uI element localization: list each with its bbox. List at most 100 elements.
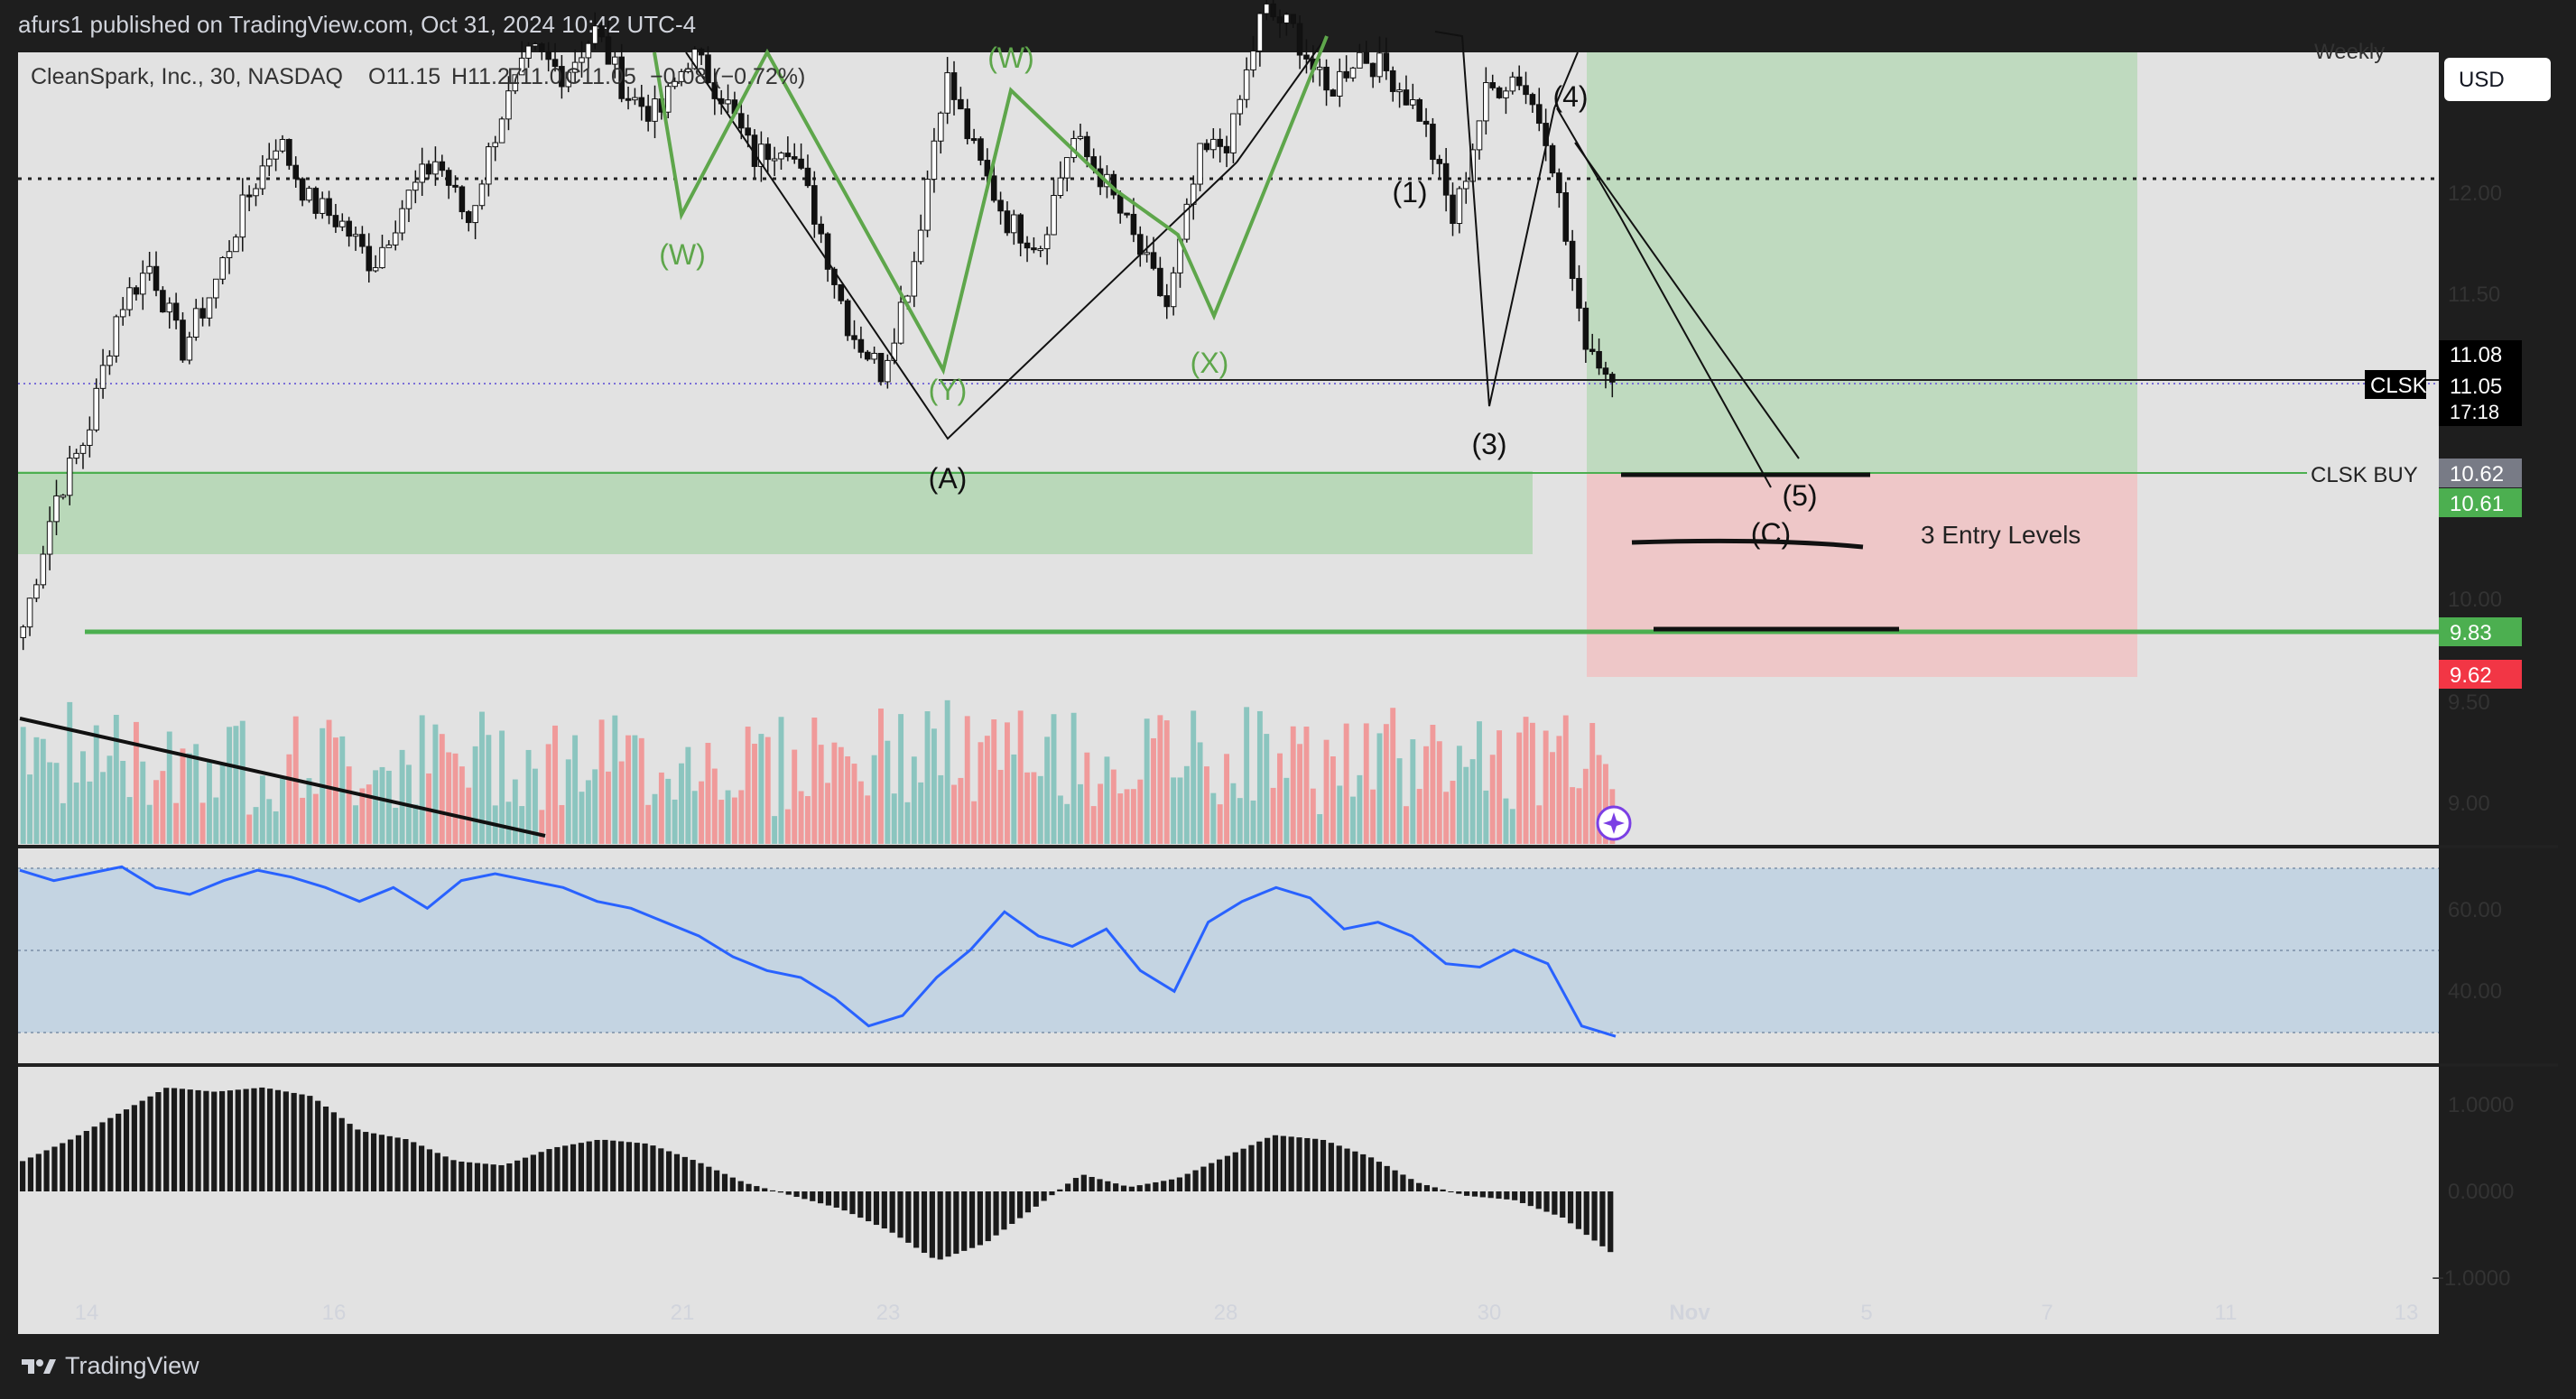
volume-bar: [911, 756, 917, 844]
footer: TradingView: [0, 1336, 2576, 1399]
volume-bar: [246, 814, 253, 844]
volume-bar: [1031, 772, 1037, 844]
volume-bar: [1024, 772, 1030, 844]
candle-body: [944, 72, 950, 114]
wave-label-c[interactable]: (C): [1751, 517, 1791, 550]
wave-b-line: [1236, 35, 1328, 163]
candle-body: [319, 198, 326, 214]
oscillator-bar: [841, 1191, 848, 1211]
candle-body: [1602, 367, 1609, 375]
candle-body: [1296, 23, 1303, 56]
oscillator-bar: [1105, 1181, 1111, 1191]
candle-body: [1031, 247, 1037, 251]
candle-body: [1549, 144, 1556, 174]
volume-bar: [146, 804, 153, 844]
volume-bar: [1310, 788, 1316, 844]
oscillator-bar: [267, 1089, 273, 1191]
candle-body: [1489, 82, 1496, 88]
candle-body: [93, 387, 100, 431]
candle-body: [1562, 192, 1570, 242]
oscillator-bar: [187, 1089, 193, 1191]
oscillator-bar: [1543, 1191, 1550, 1212]
currency-button[interactable]: [2444, 58, 2551, 101]
oscillator-bar: [498, 1164, 505, 1191]
candle-body: [20, 626, 26, 638]
volume-bar: [1290, 726, 1296, 844]
candle-body: [392, 232, 399, 246]
volume-bar: [1124, 789, 1130, 844]
volume-bar: [1011, 754, 1017, 844]
volume-bar: [845, 756, 851, 844]
candle-body: [512, 74, 519, 92]
osc-tick: 1.0000: [2448, 1093, 2514, 1117]
entry-levels-note[interactable]: 3 Entry Levels: [1921, 521, 2080, 549]
oscillator-pane[interactable]: [18, 1067, 2439, 1334]
time-axis[interactable]: 14 16 21 23 28 30 Nov 5 7 11 13: [75, 1301, 2419, 1325]
chart-canvas[interactable]: CleanSpark, Inc., 30, NASDAQ O11.15 H11.…: [0, 0, 2576, 1336]
wave-label-4[interactable]: (4): [1552, 80, 1588, 113]
oscillator-bar: [681, 1156, 688, 1191]
oscillator-bar: [546, 1149, 552, 1191]
volume-bar: [1404, 806, 1409, 844]
oscillator-bar: [881, 1191, 887, 1229]
time-tick: 16: [322, 1301, 347, 1325]
oscillator-bar: [1471, 1191, 1478, 1197]
candle-body: [758, 144, 764, 167]
volume-bar: [1330, 756, 1336, 844]
candle-body: [87, 429, 93, 446]
candle-body: [1596, 350, 1602, 369]
volume-bar: [1383, 724, 1389, 844]
candle-body: [1051, 195, 1057, 236]
candle-body: [139, 273, 146, 295]
volume-bar: [1390, 708, 1396, 844]
wave-label-w[interactable]: (W): [659, 238, 706, 271]
volume-bar: [266, 799, 273, 844]
wave-label-5[interactable]: (5): [1782, 479, 1817, 512]
wave-label-a[interactable]: (A): [929, 462, 968, 495]
volume-bar: [1217, 804, 1223, 844]
wave-label-1[interactable]: (1): [1392, 176, 1427, 208]
volume-bar: [672, 799, 678, 844]
wave-label-3[interactable]: (3): [1471, 428, 1506, 460]
volume-bar: [160, 771, 166, 844]
volume-bar: [393, 807, 399, 844]
candle-body: [1515, 76, 1523, 87]
oscillator-bar: [1200, 1166, 1207, 1191]
support-price-tag: [2439, 617, 2522, 646]
volume-bar: [1017, 710, 1024, 844]
oscillator-bar: [1487, 1191, 1494, 1199]
oscillator-bar: [490, 1164, 496, 1191]
oscillator-bar: [179, 1089, 185, 1191]
volume-bar: [964, 716, 970, 844]
oscillator-bar: [1049, 1191, 1055, 1196]
candle-body: [565, 71, 572, 88]
oscillator-bar: [849, 1191, 856, 1215]
candle-body: [133, 287, 140, 295]
tradingview-logo[interactable]: TradingView: [20, 1352, 199, 1380]
volume-bar: [439, 734, 445, 844]
candle-body: [1450, 194, 1456, 225]
candle-body: [978, 138, 984, 162]
wave-label-y[interactable]: (Y): [929, 374, 968, 406]
volume-bar: [612, 715, 618, 844]
candle-body: [804, 167, 811, 187]
volume-bar: [1230, 783, 1237, 844]
candle-body: [160, 290, 166, 313]
volume-bar: [878, 709, 884, 844]
candle-body: [664, 86, 672, 113]
volume-bar: [598, 719, 605, 844]
buy-price-tag: [2439, 459, 2522, 487]
wave-label-w-top[interactable]: (W): [987, 42, 1034, 74]
candle-body: [253, 188, 259, 197]
volume-bar: [918, 782, 924, 844]
volume-bar: [1204, 766, 1209, 844]
wave-a-lines: [685, 51, 1237, 440]
oscillator-bar: [163, 1088, 170, 1191]
wave-label-x[interactable]: (X): [1191, 347, 1229, 379]
oscillator-bar: [1192, 1170, 1199, 1191]
candle-body: [1057, 177, 1064, 197]
candle-body: [1422, 120, 1430, 125]
candle-body: [632, 97, 638, 101]
candle-body: [399, 208, 405, 234]
oscillator-bar: [905, 1191, 912, 1243]
